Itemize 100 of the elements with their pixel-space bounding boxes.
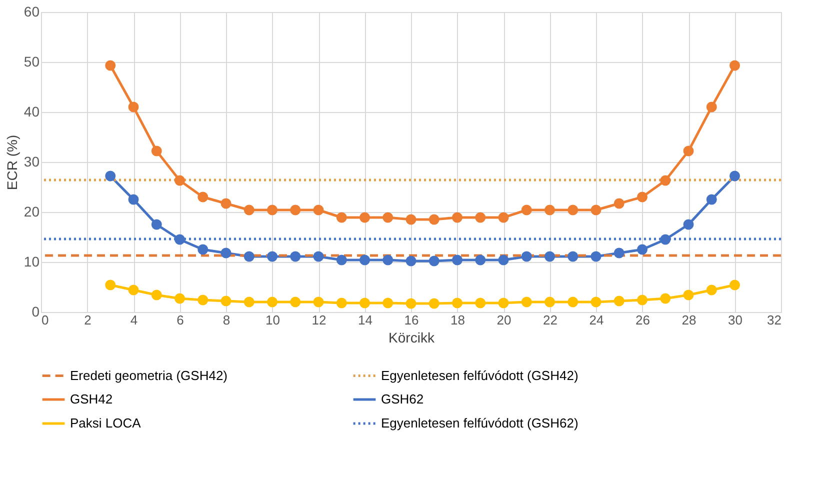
point (568, 204, 578, 216)
point (730, 60, 740, 71)
point (267, 296, 278, 308)
point (521, 251, 532, 262)
point (244, 204, 254, 216)
legend-label: Egyenletesen felfúvódott (GSH62) (381, 416, 578, 430)
point (498, 212, 509, 223)
point (336, 212, 347, 223)
point (637, 244, 648, 255)
point (198, 192, 208, 202)
point (452, 212, 462, 223)
point (568, 296, 578, 308)
x-tick-label: 16 (404, 312, 419, 328)
x-tick-label: 20 (496, 312, 512, 328)
point (428, 256, 440, 266)
legend-label: Egyenletesen felfúvódott (GSH42) (381, 368, 578, 383)
point (590, 251, 602, 262)
y-tick-label: 40 (24, 104, 40, 120)
legend-label: Paksi LOCA (70, 416, 142, 430)
point (360, 254, 370, 266)
point (614, 198, 624, 209)
legend-label: Eredeti geometria (GSH42) (70, 368, 228, 383)
point (706, 194, 717, 205)
point (105, 60, 116, 71)
point (290, 251, 301, 262)
point (706, 284, 717, 296)
point (590, 204, 602, 216)
point (336, 254, 347, 266)
point (174, 293, 185, 304)
x-tick-label: 30 (728, 312, 742, 328)
point (637, 192, 648, 202)
point (521, 296, 532, 308)
y-tick-label: 50 (24, 54, 40, 70)
x-tick-label: 26 (636, 312, 650, 328)
x-tick-label: 8 (222, 312, 230, 328)
point (360, 298, 370, 308)
point (360, 212, 370, 223)
point (406, 214, 416, 225)
point (590, 296, 602, 308)
point (406, 256, 416, 266)
point (313, 251, 324, 262)
point (128, 194, 139, 205)
point (475, 212, 486, 223)
x-tick-label: 24 (589, 312, 604, 328)
point (198, 244, 208, 255)
legend-label: GSH62 (381, 392, 424, 406)
x-tick-label: 14 (358, 312, 372, 328)
point (220, 296, 232, 306)
point (660, 175, 671, 186)
point (568, 251, 578, 262)
point (706, 102, 717, 112)
x-tick-label: 32 (767, 312, 782, 328)
point (267, 251, 278, 262)
point (382, 298, 394, 308)
point (174, 234, 185, 245)
legend-label: GSH42 (70, 392, 113, 406)
point (336, 298, 347, 308)
point (544, 204, 555, 216)
point (313, 296, 324, 308)
point (614, 296, 624, 306)
x-tick-label: 2 (84, 312, 92, 328)
point (428, 298, 440, 309)
point (452, 254, 462, 266)
point (544, 251, 555, 262)
point (220, 248, 232, 258)
point (382, 254, 394, 266)
x-tick-label: 4 (130, 312, 138, 328)
point (637, 294, 648, 306)
point (151, 146, 162, 156)
point (244, 296, 254, 308)
point (660, 234, 671, 245)
point (730, 280, 740, 290)
point (452, 298, 462, 308)
x-tick-label: 10 (266, 312, 280, 328)
point (151, 290, 162, 300)
point (198, 294, 208, 306)
point (521, 204, 532, 216)
point (128, 284, 139, 296)
point (683, 290, 694, 300)
point (660, 293, 671, 304)
y-tick-label: 30 (24, 154, 40, 170)
point (267, 204, 278, 216)
y-axis-title: ECR (%) (4, 134, 20, 190)
y-tick-label: 60 (24, 4, 40, 20)
point (105, 280, 116, 290)
y-tick-label: 10 (24, 254, 40, 270)
point (105, 170, 116, 182)
x-tick-label: 6 (176, 312, 184, 328)
x-axis-title: Körcikk (388, 330, 436, 346)
point (151, 219, 162, 230)
point (428, 214, 440, 225)
point (475, 298, 486, 308)
point (290, 204, 301, 216)
point (406, 298, 416, 309)
x-tick-label: 28 (682, 312, 696, 328)
point (382, 212, 394, 223)
point (290, 296, 301, 308)
point (244, 251, 254, 262)
point (128, 102, 139, 112)
point (498, 254, 509, 266)
